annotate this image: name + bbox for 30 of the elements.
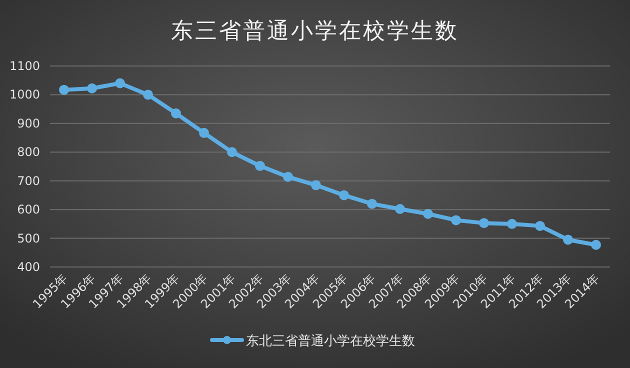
point [507, 218, 517, 229]
y-tick-label: 700 [17, 174, 40, 188]
point [395, 204, 405, 214]
point [283, 172, 293, 182]
point [367, 198, 377, 209]
point [479, 218, 489, 228]
y-tick-label: 400 [17, 260, 40, 274]
point [311, 180, 321, 190]
point [339, 190, 349, 200]
y-tick-label: 500 [17, 231, 40, 246]
point [591, 240, 601, 250]
point [451, 215, 461, 226]
chart-title: 东三省普通小学在校学生数 [171, 19, 459, 44]
legend-label: 东北三省普通小学在校学生数 [246, 333, 415, 349]
point [423, 208, 433, 219]
point [255, 160, 265, 171]
point [535, 220, 545, 231]
y-tick-label: 600 [17, 202, 40, 217]
y-tick-label: 800 [17, 145, 40, 160]
point [59, 84, 69, 95]
point [563, 234, 573, 245]
point [199, 128, 209, 138]
point [227, 147, 237, 158]
point [87, 83, 97, 94]
point [115, 78, 125, 88]
y-tick-label: 1100 [9, 59, 40, 73]
point [171, 108, 181, 118]
y-tick-label: 1000 [9, 88, 40, 102]
y-tick-label: 900 [17, 116, 40, 130]
point [143, 90, 153, 100]
